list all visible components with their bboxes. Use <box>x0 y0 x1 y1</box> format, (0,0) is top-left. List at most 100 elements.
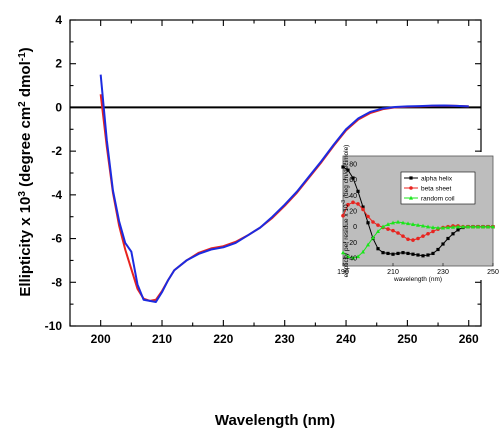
inset-point-random-coil <box>466 224 470 229</box>
inset-point-random-coil <box>366 242 370 247</box>
inset-x-tick-label: 250 <box>487 269 499 276</box>
y-tick-label: -6 <box>51 232 62 246</box>
inset-y-tick-label: 60 <box>349 177 357 184</box>
inset-point-alpha-helix <box>451 232 455 236</box>
inset-point-random-coil <box>346 254 350 259</box>
inset-y-tick-label: 80 <box>349 161 357 168</box>
inset-point-random-coil <box>381 224 385 229</box>
y-axis-title: Ellipticity x 103 (degree cm2 dmol-1) <box>17 47 35 296</box>
legend-label-beta-sheet: beta sheet <box>421 185 452 192</box>
inset-point-beta-sheet <box>411 238 415 242</box>
y-tick-label: 0 <box>55 100 62 114</box>
inset-point-beta-sheet <box>396 231 400 235</box>
inset-point-random-coil <box>461 224 465 229</box>
inset-point-random-coil <box>411 222 415 226</box>
inset-point-alpha-helix <box>421 254 425 258</box>
legend-marker-beta-sheet <box>409 186 413 190</box>
inset-point-beta-sheet <box>406 237 410 242</box>
inset-point-alpha-helix <box>396 251 400 256</box>
inset-y-tick-label: 0 <box>353 224 357 231</box>
inset-point-alpha-helix <box>431 251 435 256</box>
inset-point-random-coil <box>471 224 475 229</box>
inset-point-alpha-helix <box>446 236 450 241</box>
inset-point-beta-sheet <box>431 229 435 234</box>
x-tick-label: 260 <box>459 332 479 346</box>
inset-point-alpha-helix <box>346 168 350 172</box>
inset-point-alpha-helix <box>381 251 385 255</box>
inset-point-random-coil <box>481 224 485 229</box>
inset-point-random-coil <box>361 249 365 254</box>
x-tick-label: 220 <box>213 332 233 346</box>
y-tick-label: 4 <box>55 13 62 27</box>
y-tick-label: -10 <box>45 319 63 333</box>
inset-point-beta-sheet <box>386 227 390 231</box>
legend-label-alpha-helix: alpha helix <box>421 175 453 182</box>
inset-point-beta-sheet <box>376 223 380 227</box>
inset-point-alpha-helix <box>401 251 405 255</box>
inset-point-beta-sheet <box>421 234 425 238</box>
inset-legend: alpha helix beta sheet random coil <box>400 171 476 205</box>
x-axis-title: Wavelength (nm) <box>215 412 335 429</box>
inset-point-beta-sheet <box>426 231 430 236</box>
inset-point-alpha-helix <box>411 252 415 256</box>
inset-x-tick-label: 190 <box>337 269 349 276</box>
inset-point-alpha-helix <box>361 205 365 209</box>
inset-point-random-coil <box>386 222 390 226</box>
inset-y-tick-label: -20 <box>347 240 357 247</box>
x-tick-label: 240 <box>336 332 356 346</box>
inset-point-random-coil <box>426 224 430 229</box>
inset-y-tick-label: 20 <box>349 209 357 216</box>
inset-x-tick-label: 210 <box>387 269 399 276</box>
inset-point-beta-sheet <box>391 228 395 233</box>
inset-point-random-coil <box>441 225 445 230</box>
legend-label-random-coil: random coil <box>421 195 455 202</box>
x-tick-label: 230 <box>275 332 295 346</box>
inset-point-alpha-helix <box>386 251 390 256</box>
inset-point-random-coil <box>376 229 380 234</box>
inset-point-beta-sheet <box>401 234 405 238</box>
inset-point-random-coil <box>421 223 425 228</box>
inset-point-beta-sheet <box>351 200 355 205</box>
y-tick-label: 2 <box>55 57 62 71</box>
legend-marker-random-coil <box>409 195 413 200</box>
inset-point-random-coil <box>396 219 400 224</box>
inset-x-axis-title: wavelength (nm) <box>393 276 442 283</box>
inset-point-random-coil <box>356 254 360 259</box>
inset-point-random-coil <box>406 221 410 226</box>
y-tick-label: -2 <box>51 144 62 158</box>
inset-point-random-coil <box>446 225 450 230</box>
inset-point-alpha-helix <box>426 253 430 257</box>
legend-marker-alpha-helix <box>409 176 413 180</box>
inset-point-random-coil <box>486 224 490 229</box>
inset-point-alpha-helix <box>416 253 420 257</box>
inset-y-axis-title: ellipticity per residue x 10-3 (deg cm/d… <box>341 145 350 278</box>
inset-point-alpha-helix <box>456 228 460 232</box>
x-tick-label: 250 <box>397 332 417 346</box>
inset-point-random-coil <box>341 250 345 255</box>
inset-point-random-coil <box>456 224 460 229</box>
inset-y-tick-label: 40 <box>349 193 357 200</box>
inset-point-random-coil <box>401 220 405 225</box>
inset-series-group <box>341 165 495 260</box>
inset-point-random-coil <box>476 224 480 229</box>
inset-point-random-coil <box>391 220 395 225</box>
inset-point-beta-sheet <box>371 220 375 224</box>
inset-tick-labels: 190 210 230 250 80 60 40 20 0 -20 -40 <box>337 161 499 276</box>
inset-point-beta-sheet <box>366 214 370 219</box>
inset-point-alpha-helix <box>441 242 445 246</box>
inset-point-random-coil <box>371 235 375 240</box>
inset-point-alpha-helix <box>356 189 360 193</box>
inset-point-random-coil <box>451 224 455 229</box>
inset-point-beta-sheet <box>341 213 345 218</box>
main-series-line-2 <box>99 74 469 303</box>
inset-point-random-coil <box>491 224 495 229</box>
x-tick-label: 200 <box>91 332 111 346</box>
y-tick-label: -4 <box>51 188 62 202</box>
y-tick-label: -8 <box>51 275 62 289</box>
inset-point-alpha-helix <box>436 247 440 252</box>
inset-point-beta-sheet <box>346 202 350 207</box>
inset-y-tick-label: -40 <box>347 256 357 263</box>
inset-point-alpha-helix <box>391 252 395 256</box>
